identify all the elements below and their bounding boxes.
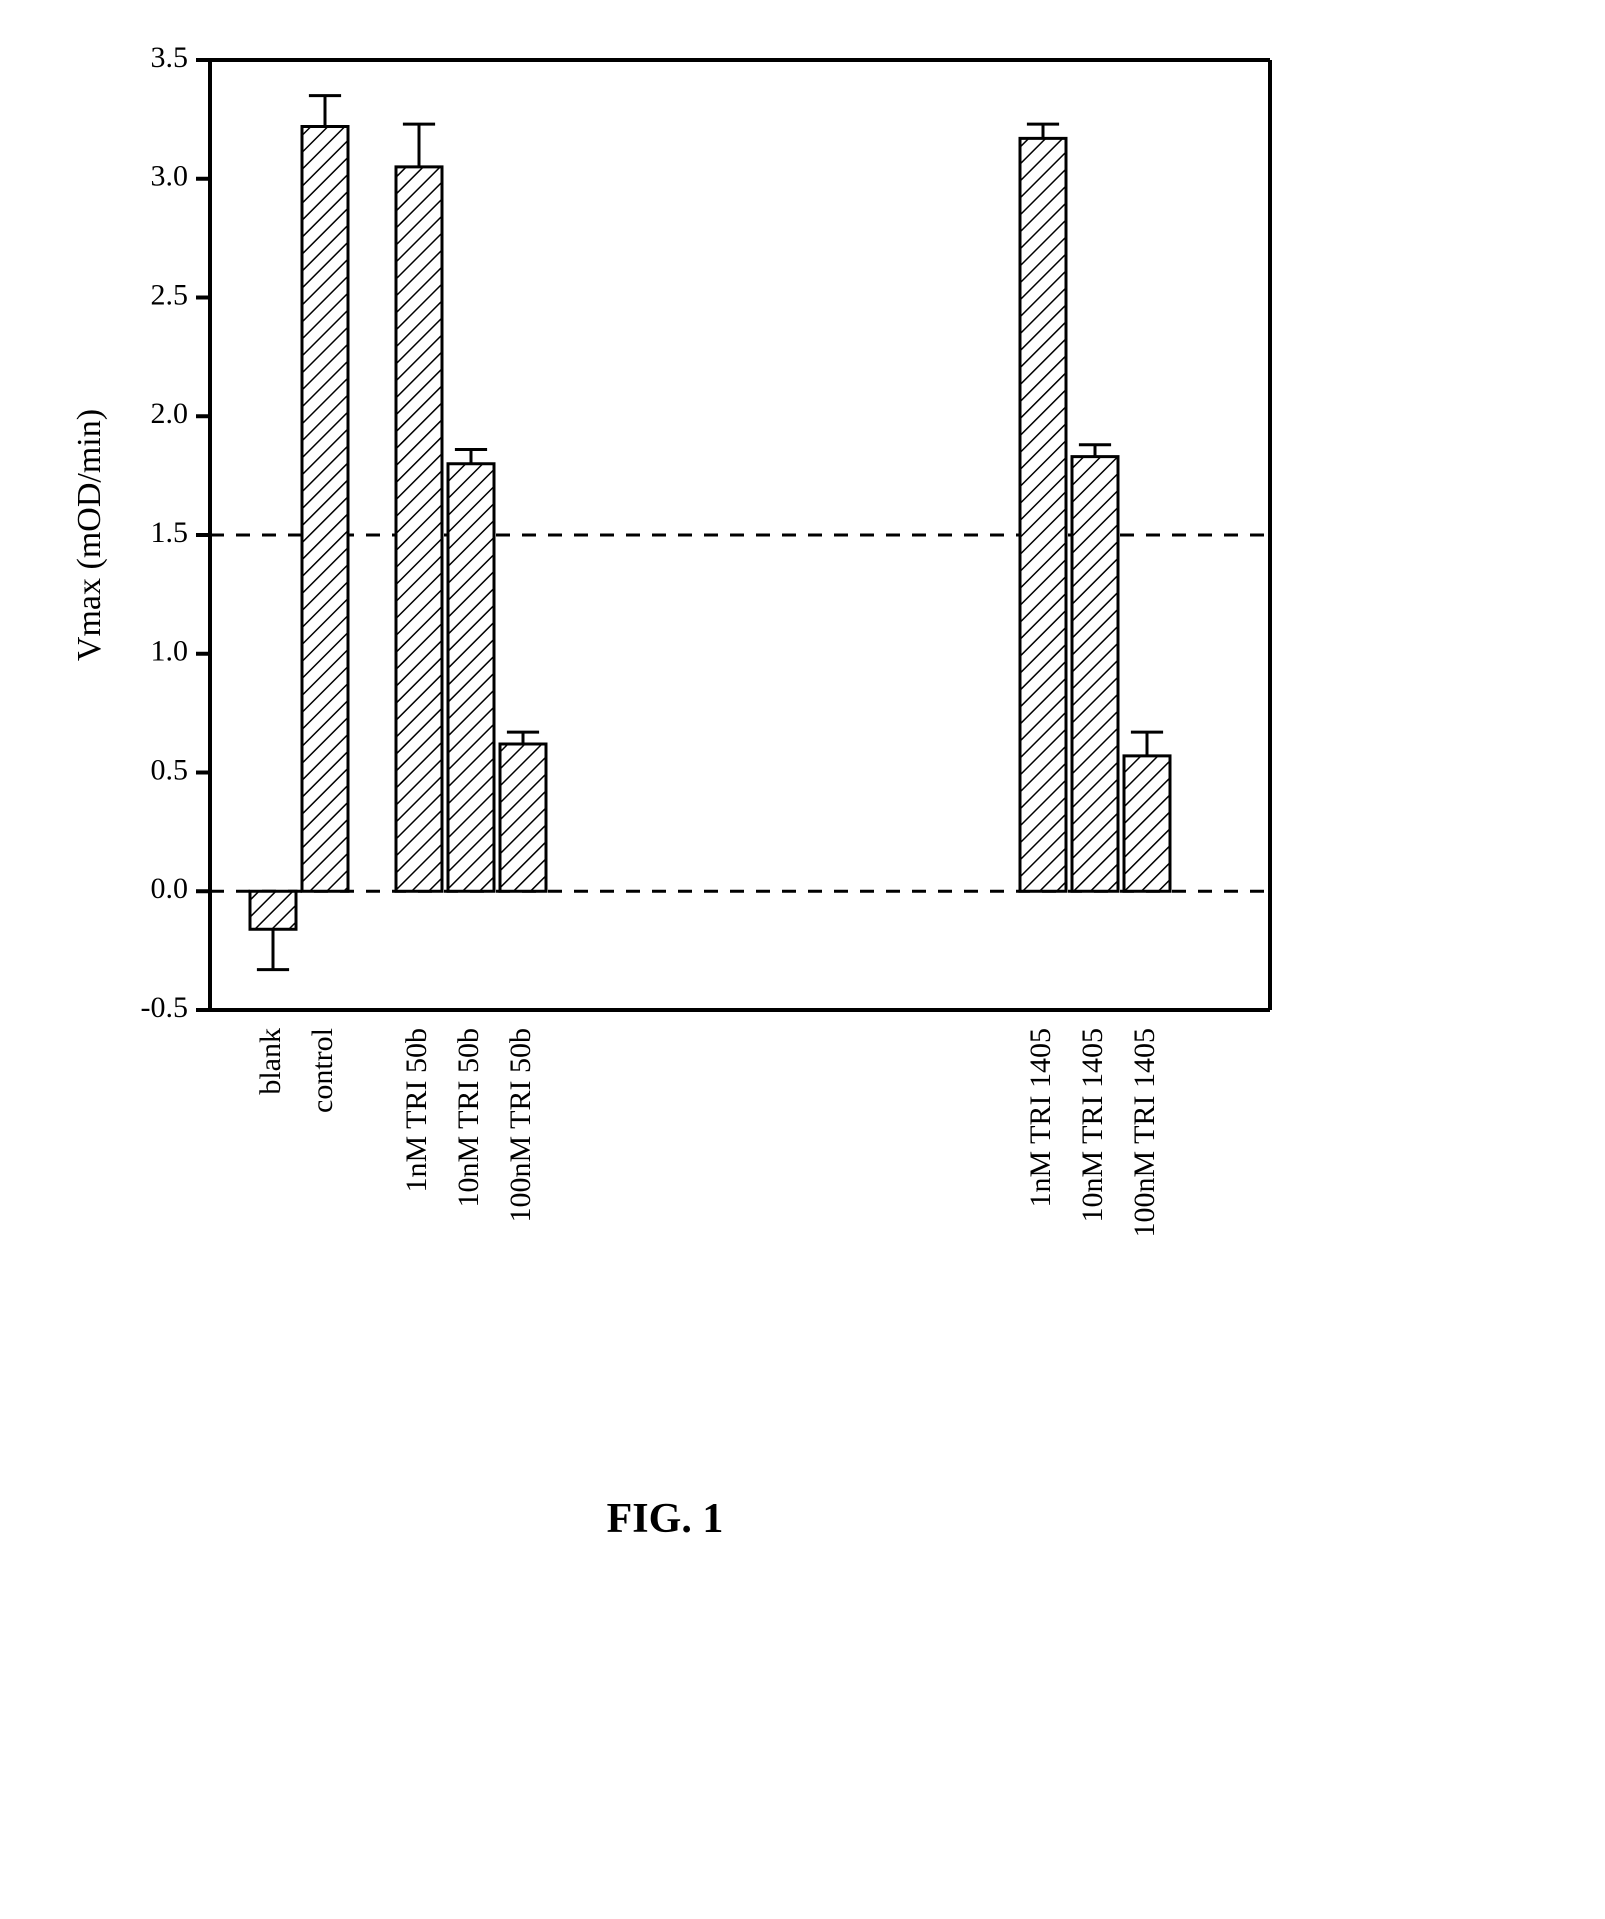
svg-text:2.0: 2.0 (151, 397, 189, 430)
svg-text:0.0: 0.0 (151, 872, 189, 905)
svg-text:Vmax (mOD/min): Vmax (mOD/min) (71, 409, 108, 661)
svg-text:1nM TRI 50b: 1nM TRI 50b (400, 1028, 433, 1192)
svg-text:1nM TRI 1405: 1nM TRI 1405 (1024, 1028, 1057, 1207)
svg-text:1.0: 1.0 (151, 635, 189, 668)
svg-text:-0.5: -0.5 (141, 991, 189, 1024)
svg-text:blank: blank (254, 1028, 287, 1095)
bar-chart: -0.5 0.0 0.5 1.0 1.5 2.0 2.5 3.0 3.5 Vmax (mOD/mi… (40, 40, 1290, 1430)
figure-caption: FIG. 1 (40, 1495, 1290, 1543)
svg-text:control: control (306, 1028, 339, 1113)
svg-text:10nM TRI 1405: 10nM TRI 1405 (1076, 1028, 1109, 1222)
svg-text:1.5: 1.5 (151, 516, 189, 549)
svg-text:100nM TRI 1405: 100nM TRI 1405 (1128, 1028, 1161, 1237)
svg-text:10nM TRI 50b: 10nM TRI 50b (452, 1028, 485, 1207)
svg-text:100nM TRI 50b: 100nM TRI 50b (504, 1028, 537, 1222)
svg-text:3.5: 3.5 (151, 41, 189, 74)
svg-text:3.0: 3.0 (151, 160, 189, 193)
svg-text:2.5: 2.5 (151, 278, 189, 311)
figure-container: -0.5 0.0 0.5 1.0 1.5 2.0 2.5 3.0 3.5 Vmax (mOD/mi… (40, 40, 1290, 1543)
svg-text:0.5: 0.5 (151, 753, 189, 786)
